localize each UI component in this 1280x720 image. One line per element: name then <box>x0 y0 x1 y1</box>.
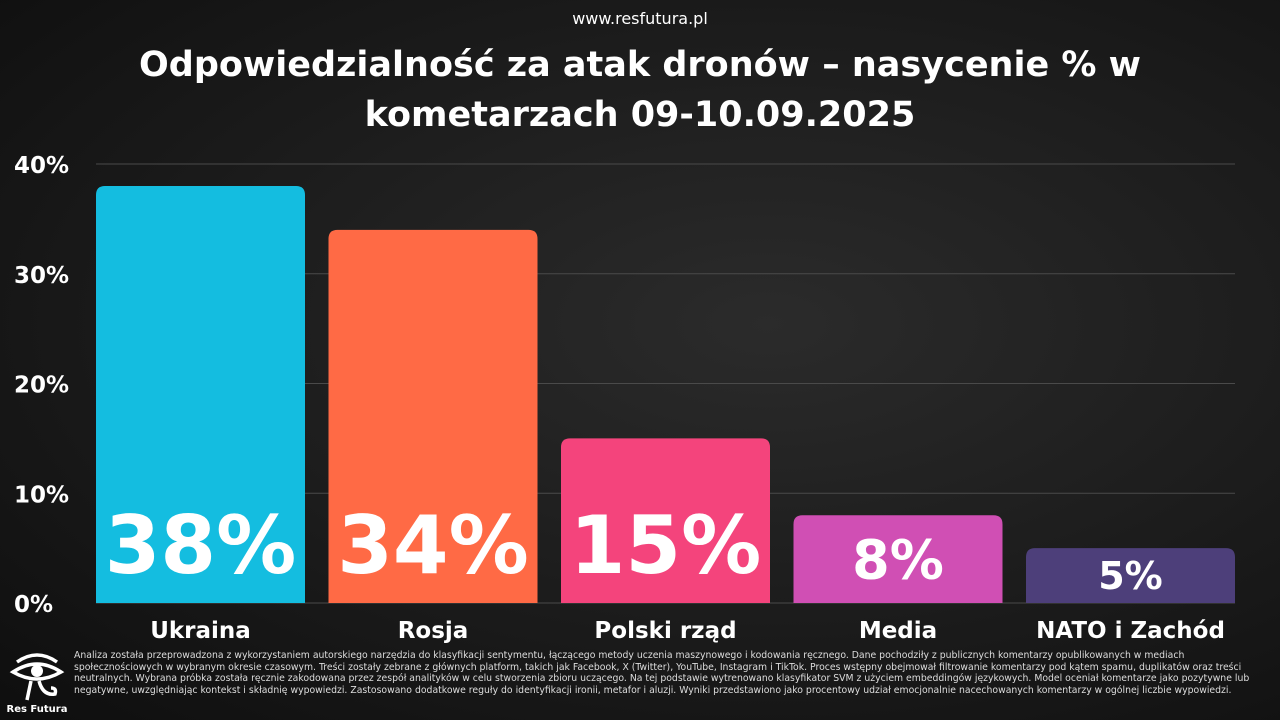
eye-of-horus-icon <box>9 653 65 701</box>
chart-title: Odpowiedzialność za atak dronów – nasyce… <box>40 40 1240 140</box>
logo: Res Futura <box>6 650 68 715</box>
title-line-1: Odpowiedzialność za atak dronów – nasyce… <box>139 45 1141 85</box>
y-tick-label: 10% <box>14 482 69 508</box>
data-label: 15% <box>570 499 761 592</box>
bar <box>793 515 1003 603</box>
bar <box>96 185 305 603</box>
x-category-label: Media <box>859 618 937 644</box>
site-url: www.resfutura.pl <box>572 9 708 28</box>
data-label: 38% <box>105 499 296 592</box>
bar <box>1026 548 1235 603</box>
data-label: 5% <box>1098 554 1163 598</box>
logo-text: Res Futura <box>6 704 68 715</box>
methodology-footnote: Analiza została przeprowadzona z wykorzy… <box>74 650 1250 696</box>
data-label: 34% <box>337 499 528 592</box>
x-category-label: NATO i Zachód <box>1036 618 1225 644</box>
x-category-label: Polski rząd <box>594 618 736 644</box>
bar <box>561 438 770 603</box>
bar <box>328 229 538 603</box>
data-label: 8% <box>852 529 944 592</box>
y-tick-label: 20% <box>14 373 69 399</box>
y-tick-label: 40% <box>14 153 69 179</box>
y-tick-label: 0% <box>14 592 53 618</box>
x-category-label: Ukraina <box>150 618 251 644</box>
title-line-2: kometarzach 09-10.09.2025 <box>364 95 916 135</box>
y-tick-label: 30% <box>14 263 69 289</box>
x-category-label: Rosja <box>398 618 469 644</box>
